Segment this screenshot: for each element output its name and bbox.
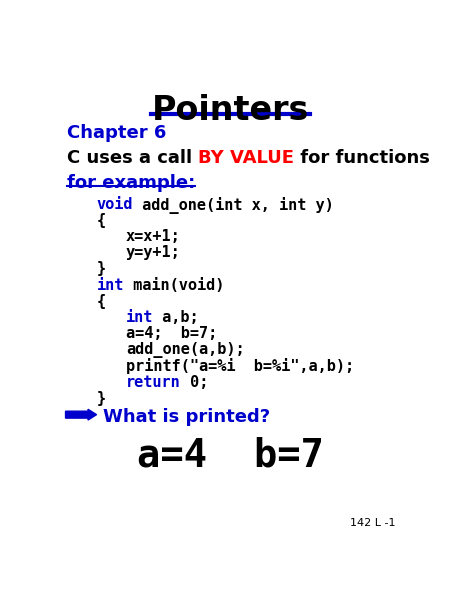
Text: What is printed?: What is printed? [103,409,270,427]
Text: a,b;: a,b; [153,310,199,325]
Text: 0;: 0; [181,374,208,389]
Text: Chapter 6: Chapter 6 [67,124,166,142]
Text: a=4  b=7: a=4 b=7 [137,436,324,474]
Text: return: return [126,374,181,389]
Text: add_one(a,b);: add_one(a,b); [126,342,245,358]
Text: }: } [97,391,106,406]
Text: {: { [97,294,106,309]
Text: {: { [97,213,106,228]
Text: BY VALUE: BY VALUE [198,149,294,167]
Text: }: } [97,262,106,277]
Text: int: int [126,310,153,325]
Text: y=y+1;: y=y+1; [126,245,181,260]
Text: a=4;  b=7;: a=4; b=7; [126,326,217,341]
Text: for example:: for example: [67,173,195,191]
Text: add_one(int x, int y): add_one(int x, int y) [133,197,334,214]
FancyArrow shape [66,409,97,420]
Text: Pointers: Pointers [152,94,309,127]
Text: printf("a=%i  b=%i",a,b);: printf("a=%i b=%i",a,b); [126,358,354,374]
Text: C uses a call: C uses a call [67,149,198,167]
Text: int: int [97,278,124,293]
Text: for functions: for functions [294,149,430,167]
Text: x=x+1;: x=x+1; [126,229,181,244]
Text: 142 L -1: 142 L -1 [350,518,396,528]
Text: main(void): main(void) [124,278,224,293]
Text: void: void [97,197,133,212]
